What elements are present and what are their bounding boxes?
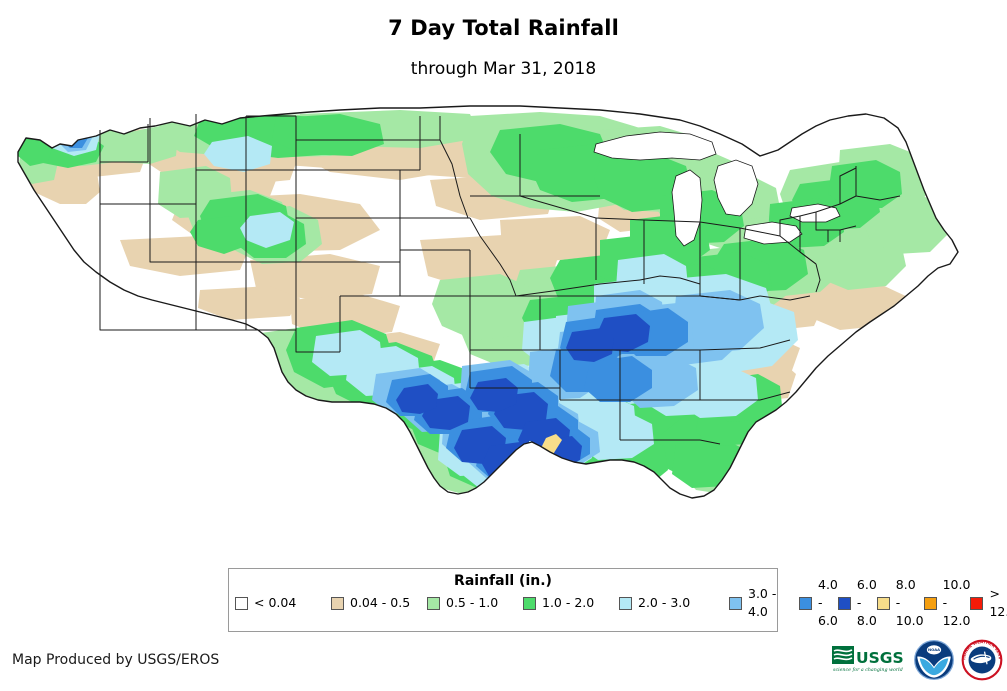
- legend-item: 10.0 - 12.0: [923, 577, 970, 628]
- legend-swatch: [970, 596, 984, 610]
- legend-label: 3.0 - 4.0: [748, 586, 777, 619]
- legend-swatch: [729, 596, 742, 610]
- legend-item: < 0.04: [235, 594, 331, 612]
- page-subtitle: through Mar 31, 2018: [410, 59, 597, 79]
- nws-logo: NATIONAL WEATHER SERVICE: [961, 639, 1003, 681]
- legend-swatch: [427, 596, 440, 610]
- legend-item: 6.0 - 8.0: [837, 577, 877, 628]
- legend-swatch: [331, 596, 344, 610]
- legend-label: 4.0 - 6.0: [818, 577, 838, 628]
- page-title: 7 Day Total Rainfall: [388, 16, 619, 40]
- legend-items: < 0.04 0.04 - 0.5 0.5 - 1.0 1.0 - 2.0 2.…: [235, 577, 1007, 628]
- legend-item: 8.0 - 10.0: [876, 577, 924, 628]
- legend-item: 0.04 - 0.5: [331, 594, 427, 612]
- rainfall-map: [0, 100, 1007, 560]
- us-outline: [17, 105, 959, 499]
- legend-label: 0.04 - 0.5: [350, 595, 411, 610]
- legend-swatch: [799, 596, 812, 610]
- legend-label: 0.5 - 1.0: [446, 595, 499, 610]
- noaa-logo-text: NOAA: [928, 647, 940, 652]
- legend-item: 0.5 - 1.0: [427, 594, 523, 612]
- usgs-logo-tagline: science for a changing world: [833, 667, 903, 673]
- usgs-logo: USGS science for a changing world: [832, 646, 904, 673]
- legend-item: > 12.0: [970, 586, 1007, 619]
- usgs-logo-text: USGS: [856, 649, 904, 667]
- map-credit: Map Produced by USGS/EROS: [12, 652, 220, 668]
- legend-label: 10.0 - 12.0: [942, 577, 971, 628]
- legend-label: 6.0 - 8.0: [856, 577, 877, 628]
- legend-item: 3.0 - 4.0: [729, 586, 799, 619]
- rainfall-raster: [17, 105, 959, 499]
- noaa-logo: NOAA: [914, 640, 954, 680]
- legend-title: Rainfall (in.): [454, 573, 552, 589]
- legend-label: < 0.04: [254, 595, 297, 610]
- legend-label: 8.0 - 10.0: [895, 577, 924, 628]
- legend-item: 4.0 - 6.0: [799, 577, 838, 628]
- legend-swatch: [837, 596, 851, 610]
- legend: Rainfall (in.) < 0.04 0.04 - 0.5 0.5 - 1…: [228, 568, 1007, 632]
- rainfall-map-svg: [0, 100, 1007, 560]
- legend-label: 2.0 - 3.0: [638, 595, 691, 610]
- legend-label: 1.0 - 2.0: [542, 595, 595, 610]
- legend-swatch: [523, 596, 536, 610]
- legend-swatch: [923, 596, 937, 610]
- legend-swatch: [876, 596, 890, 610]
- legend-item: 2.0 - 3.0: [619, 594, 729, 612]
- legend-swatch: [619, 596, 632, 610]
- legend-label: > 12.0: [989, 586, 1007, 619]
- state-boundaries: [99, 114, 901, 445]
- agency-logos: USGS science for a changing world NOAA N…: [831, 634, 1003, 686]
- great-lakes: [593, 131, 841, 247]
- legend-swatch: [235, 596, 248, 610]
- legend-item: 1.0 - 2.0: [523, 594, 619, 612]
